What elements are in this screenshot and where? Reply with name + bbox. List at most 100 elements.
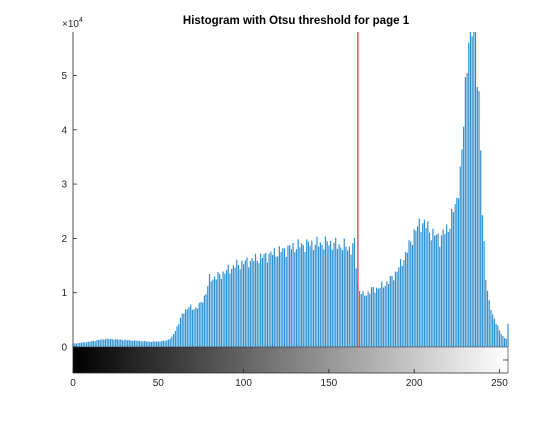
histogram-bar xyxy=(101,339,103,347)
histogram-bar xyxy=(338,244,340,347)
histogram-bar xyxy=(133,340,135,347)
histogram-bar xyxy=(138,340,141,347)
histogram-bar xyxy=(283,248,286,347)
histogram-bar xyxy=(370,287,373,347)
histogram-bar xyxy=(445,224,448,347)
histogram-bar xyxy=(217,271,219,347)
histogram-bar xyxy=(447,231,449,347)
histogram-bar xyxy=(183,313,185,347)
histogram-bar xyxy=(311,240,313,347)
histogram-bar xyxy=(113,339,115,347)
histogram-bar xyxy=(481,215,483,347)
histogram-bar xyxy=(109,338,112,347)
histogram-bar xyxy=(377,288,379,347)
histogram-bar xyxy=(331,249,333,347)
histogram-bar xyxy=(225,270,228,347)
histogram-bar xyxy=(463,126,465,347)
histogram-bar xyxy=(336,248,338,347)
histogram-bar xyxy=(497,325,499,347)
histogram-bar xyxy=(348,246,350,347)
histogram-bars xyxy=(72,32,509,348)
histogram-bar xyxy=(335,237,337,347)
histogram-bar xyxy=(326,241,328,347)
histogram-bar xyxy=(434,235,436,347)
histogram-bar xyxy=(394,271,396,347)
histogram-bar xyxy=(147,341,149,347)
histogram-bar xyxy=(241,260,243,347)
x-tick-label: 0 xyxy=(70,378,76,389)
histogram-bar xyxy=(126,340,129,347)
histogram-bar xyxy=(396,271,398,347)
histogram-bar xyxy=(202,302,204,347)
colorbar-gradient xyxy=(73,347,508,373)
histogram-bar xyxy=(258,263,260,347)
y-tick-label: 1 xyxy=(61,288,67,299)
histogram-bar xyxy=(82,342,84,347)
histogram-bar xyxy=(486,290,489,347)
histogram-bar xyxy=(89,341,91,347)
histogram-bar xyxy=(306,239,308,347)
histogram-bar xyxy=(140,341,142,347)
histogram-bar xyxy=(480,150,482,347)
histogram-bar xyxy=(428,232,431,347)
histogram-bar xyxy=(99,339,101,347)
histogram-bar xyxy=(365,295,367,347)
y-tick-label: 3 xyxy=(61,180,67,191)
histogram-bar xyxy=(178,324,180,347)
histogram-bar xyxy=(391,275,393,347)
histogram-bar xyxy=(121,340,124,347)
histogram-bar xyxy=(410,241,412,347)
histogram-bar xyxy=(282,248,284,347)
histogram-bar xyxy=(289,245,291,347)
histogram-bar xyxy=(80,342,83,347)
histogram-bar xyxy=(120,339,122,347)
histogram-bar xyxy=(372,287,374,347)
histogram-bar xyxy=(474,32,477,347)
x-tick-label: 250 xyxy=(491,378,508,389)
histogram-bar xyxy=(242,264,245,347)
histogram-bar xyxy=(493,318,495,347)
histogram-bar xyxy=(292,242,294,347)
histogram-bar xyxy=(97,339,100,347)
histogram-bar xyxy=(333,242,335,347)
histogram-bar xyxy=(132,340,134,347)
histogram-bar xyxy=(166,340,168,347)
histogram-bar xyxy=(256,260,258,347)
x-axis-ticks: 0 50 100 150 200 250 xyxy=(70,359,508,389)
histogram-bar xyxy=(449,228,451,347)
histogram-bar xyxy=(457,198,460,347)
histogram-bar xyxy=(384,286,386,347)
histogram-bar xyxy=(74,343,76,347)
histogram-bar xyxy=(360,294,362,347)
histogram-bar xyxy=(454,204,456,347)
histogram-bar xyxy=(321,244,323,347)
histogram-bar xyxy=(329,240,332,347)
histogram-bar xyxy=(268,253,270,347)
histogram-bar xyxy=(263,254,265,347)
histogram-bar xyxy=(403,260,405,347)
histogram-bar xyxy=(304,252,306,347)
histogram-bar xyxy=(340,247,342,347)
histogram-bar xyxy=(277,256,279,347)
histogram-bar xyxy=(128,340,130,347)
histogram-bar xyxy=(490,309,492,347)
histogram-bar xyxy=(352,243,354,347)
histogram-bar xyxy=(118,339,120,347)
histogram-bar xyxy=(389,275,391,347)
y-tick-label: 5 xyxy=(61,71,67,82)
histogram-bar xyxy=(145,341,147,347)
histogram-bar xyxy=(212,279,214,347)
histogram-bar xyxy=(473,32,475,347)
histogram-bar xyxy=(492,314,494,347)
histogram-bar xyxy=(456,197,458,347)
histogram-bar xyxy=(219,274,221,347)
histogram-bar xyxy=(87,341,89,347)
y-tick-label: 0 xyxy=(61,343,67,354)
histogram-bar xyxy=(323,249,325,347)
histogram-bar xyxy=(173,334,175,347)
histogram-bar xyxy=(142,341,144,347)
histogram-bar xyxy=(324,236,327,347)
histogram-bar xyxy=(186,309,188,347)
histogram-bar xyxy=(405,252,407,347)
